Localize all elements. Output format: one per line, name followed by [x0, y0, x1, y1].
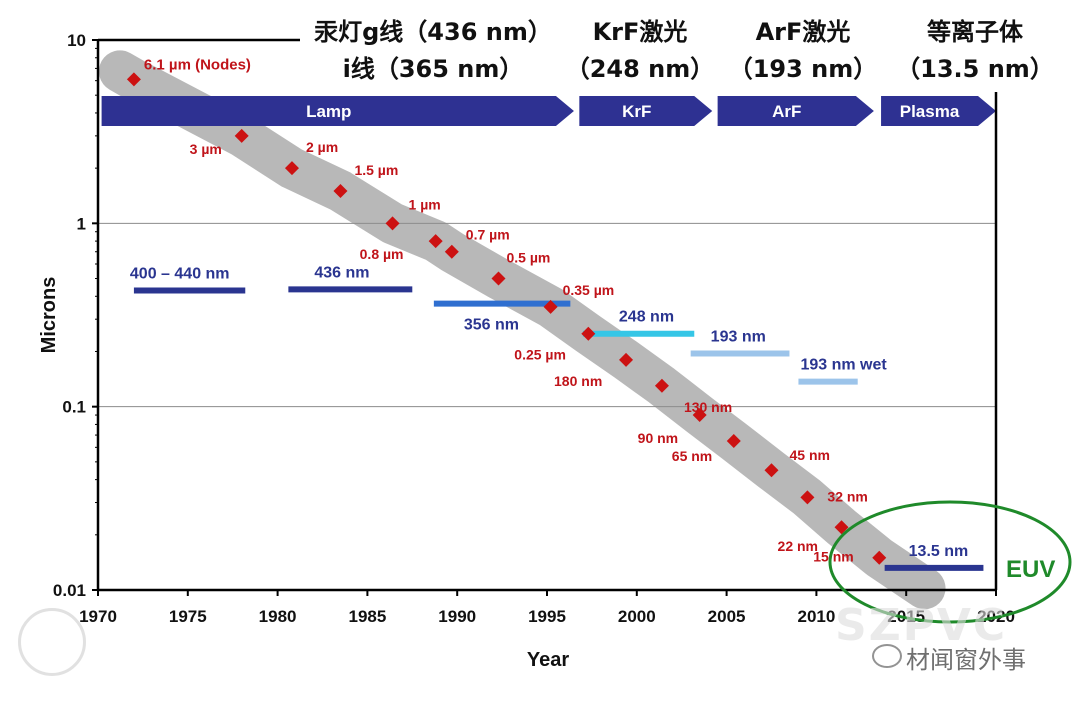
euv-highlight: EUV	[828, 500, 1072, 624]
node-label-1-5-m: 1.5 µm	[354, 162, 398, 178]
light-source-arrows: Lamp KrF ArF Plasma	[101, 96, 996, 126]
node-point-130-nm	[654, 378, 669, 393]
arrow-krf	[579, 96, 713, 126]
node-point-0-25-m	[581, 326, 596, 341]
wavelength-label-193-nm: 193 nm	[711, 328, 766, 345]
node-label-65-nm: 65 nm	[672, 448, 712, 464]
x-tick-label-1980: 1980	[259, 607, 297, 626]
node-point-1-5-m	[333, 184, 348, 199]
watermark-wechat-icon	[872, 644, 902, 668]
wavelength-label-400-440-nm: 400 – 440 nm	[130, 266, 230, 283]
node-label-180-nm: 180 nm	[554, 373, 602, 389]
arrow-plasma	[881, 96, 996, 126]
node-point-0-7-m	[444, 244, 459, 259]
watermark-text: 材闻窗外事	[906, 646, 1026, 674]
node-point-32-nm	[800, 490, 815, 505]
wavelength-label-193-nm-wet: 193 nm wet	[800, 357, 887, 374]
node-label-1-m: 1 µm	[409, 196, 441, 212]
node-point-45-nm	[764, 463, 779, 478]
watermark-logo-text: SZPVC	[835, 600, 1008, 651]
arrow-label-plasma: Plasma	[900, 102, 960, 121]
node-points: 3 µm 2 µm 1.5 µm 1 µm 0.8 µm 0.7 µm 0.5 µm 0.35…	[126, 56, 887, 565]
arrow-lamp	[101, 96, 574, 126]
source-headers: 汞灯g线（436 nm） i线（365 nm） KrF激光 （248 nm） ArF激光…	[314, 18, 1054, 83]
node-point-65-nm	[726, 433, 741, 448]
x-tick-label-2010: 2010	[797, 607, 835, 626]
node-label-32-nm: 32 nm	[827, 488, 867, 504]
x-tick-label-1975: 1975	[169, 607, 207, 626]
watermark-logo	[18, 608, 86, 676]
trend-band-path	[98, 50, 946, 610]
node-point-1-m	[385, 216, 400, 231]
wavelength-bars: 400 – 440 nm 436 nm 356 nm 248 nm 193 nm 193 …	[130, 264, 984, 571]
arrow-label-arf: ArF	[772, 102, 801, 121]
y-tick-label-10: 10	[67, 31, 86, 50]
node-label-2-m: 2 µm	[306, 139, 338, 155]
node-point-90-nm	[692, 408, 707, 423]
node-point-22-nm	[834, 520, 849, 535]
source-header-2-line-0: ArF激光	[756, 18, 851, 46]
node-label-90-nm: 90 nm	[638, 430, 678, 446]
node-label-0-5-m: 0.5 µm	[507, 250, 551, 266]
x-tick-label-1990: 1990	[438, 607, 476, 626]
x-tick-label-2015: 2015	[887, 607, 925, 626]
nodes-label: 6.1 µm (Nodes)	[144, 56, 251, 73]
node-point-15-nm	[872, 550, 887, 565]
source-header-3-line-1: （13.5 nm）	[896, 55, 1054, 83]
grid-lines	[98, 222, 996, 408]
node-label-0-35-m: 0.35 µm	[563, 282, 615, 298]
node-label-15-nm: 15 nm	[813, 549, 853, 565]
y-axis-title: Microns	[38, 277, 60, 354]
wavelength-label-248-nm: 248 nm	[619, 309, 674, 326]
node-point-6-1	[126, 72, 141, 87]
node-label-22-nm: 22 nm	[778, 538, 818, 554]
y-tick-label-1: 1	[77, 214, 86, 233]
x-axis-title: Year	[527, 649, 569, 671]
x-tick-label-2005: 2005	[708, 607, 746, 626]
node-label-45-nm: 45 nm	[790, 447, 830, 463]
trend-band	[98, 50, 946, 610]
euv-label: EUV	[1006, 556, 1055, 583]
y-tick-label-0-1: 0.1	[62, 398, 86, 417]
wavelength-label-13-5-nm: 13.5 nm	[909, 543, 969, 560]
source-header-0-line-1: i线（365 nm）	[343, 55, 524, 83]
euv-ellipse	[828, 500, 1072, 624]
x-tick-label-1995: 1995	[528, 607, 566, 626]
source-header-1-line-1: （248 nm）	[566, 55, 715, 83]
node-label-3-m: 3 µm	[190, 141, 222, 157]
node-point-3-m	[234, 128, 249, 143]
y-tick-label-0-01: 0.01	[53, 581, 86, 600]
node-point-2-m	[284, 161, 299, 176]
source-header-3-line-0: 等离子体	[927, 18, 1024, 46]
node-point-0-35-m	[543, 299, 558, 314]
source-header-0-line-0: 汞灯g线（436 nm）	[314, 18, 552, 46]
x-tick-label-1970: 1970	[79, 607, 117, 626]
node-label-0-25-m: 0.25 µm	[514, 347, 566, 363]
arrow-arf	[717, 96, 874, 126]
wavelength-label-356-nm: 356 nm	[464, 317, 519, 334]
node-point-180-nm	[619, 352, 634, 367]
node-label-130-nm: 130 nm	[684, 399, 732, 415]
x-tick-label-1985: 1985	[348, 607, 386, 626]
node-label-0-7-m: 0.7 µm	[466, 227, 510, 243]
arrow-label-lamp: Lamp	[306, 102, 351, 121]
x-tick-label-2000: 2000	[618, 607, 656, 626]
node-label-0-8-m: 0.8 µm	[360, 246, 404, 262]
node-point-0-8-m	[428, 234, 443, 249]
source-header-1-line-0: KrF激光	[593, 18, 688, 46]
arrow-label-krf: KrF	[622, 102, 651, 121]
node-point-0-5-m	[491, 271, 506, 286]
source-header-2-line-1: （193 nm）	[729, 55, 878, 83]
wavelength-label-436-nm: 436 nm	[314, 264, 369, 281]
